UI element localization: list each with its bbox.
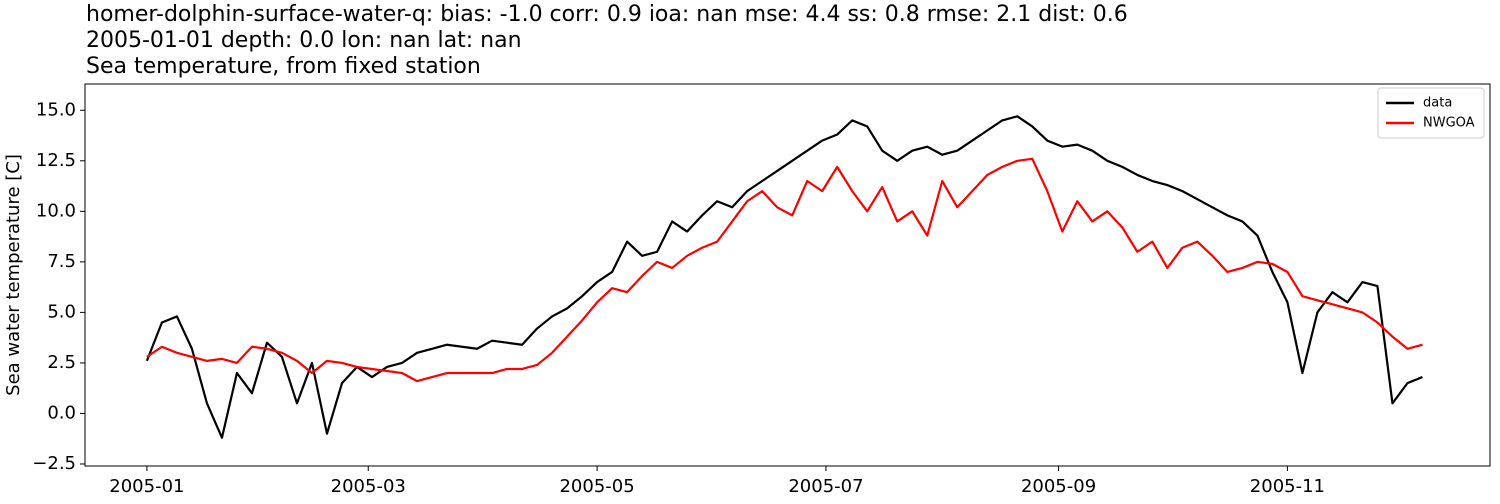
legend-box [1377, 87, 1485, 139]
x-tick-label: 2005-05 [559, 476, 634, 497]
y-tick-label: 12.5 [36, 150, 76, 171]
title-line: homer-dolphin-surface-water-q: bias: -1.… [86, 2, 1128, 27]
y-tick-label: −2.5 [32, 453, 76, 474]
legend-label: NWGOA [1423, 116, 1475, 131]
title-line: Sea temperature, from fixed station [86, 54, 481, 79]
y-tick-label: 7.5 [47, 251, 76, 272]
title-line: 2005-01-01 depth: 0.0 lon: nan lat: nan [86, 28, 522, 53]
y-tick-label: 10.0 [36, 200, 76, 221]
data-line [146, 157, 1423, 383]
y-axis-label: Sea water temperature [C] [3, 154, 24, 396]
y-tick-label: 2.5 [47, 352, 76, 373]
data-line [145, 115, 1423, 439]
x-tick-label: 2005-11 [1250, 476, 1325, 497]
legend-label: data [1423, 96, 1452, 111]
x-tick-label: 2005-07 [788, 476, 863, 497]
x-tick-label: 2005-03 [331, 476, 406, 497]
x-tick-label: 2005-09 [1021, 476, 1096, 497]
y-tick-label: 0.0 [47, 402, 76, 423]
y-tick-label: 15.0 [36, 99, 76, 120]
y-tick-label: 5.0 [47, 301, 76, 322]
plot-frame [84, 83, 1491, 467]
x-tick-label: 2005-01 [109, 476, 184, 497]
